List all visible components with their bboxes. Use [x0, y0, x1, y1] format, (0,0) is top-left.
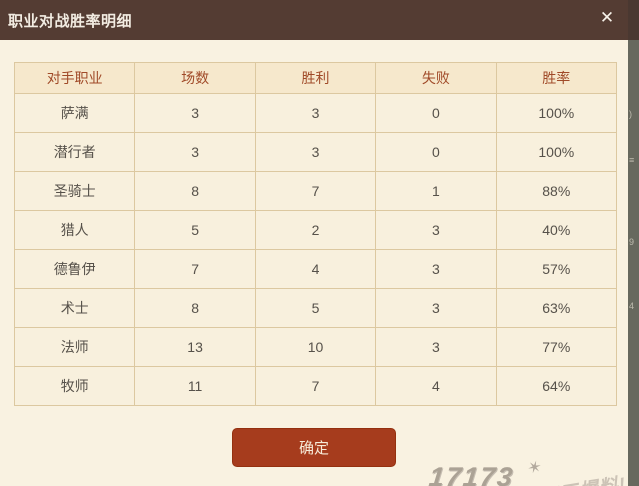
column-header-losses: 失败	[375, 62, 497, 94]
column-header-winrate: 胜率	[495, 62, 618, 94]
cell-games: 8	[134, 171, 256, 211]
cell-winrate: 100%	[495, 93, 618, 133]
cell-wins: 3	[254, 93, 377, 133]
dialog-footer: 确定	[0, 428, 628, 467]
table-row: 萨满 3 3 0 100%	[13, 93, 618, 133]
column-header-opponent-class: 对手职业	[13, 62, 136, 94]
cell-opponent-class: 萨满	[13, 93, 136, 133]
background-strip: ) ≡ 9 4	[628, 40, 639, 486]
background-fragment: ≡	[629, 155, 635, 165]
cell-wins: 7	[254, 171, 377, 211]
table-row: 术士 8 5 3 63%	[13, 288, 618, 328]
cell-losses: 4	[375, 366, 497, 406]
cell-losses: 3	[375, 288, 497, 328]
cell-opponent-class: 猎人	[13, 210, 136, 250]
cell-losses: 3	[375, 210, 497, 250]
cell-winrate: 77%	[495, 327, 618, 367]
table-row: 德鲁伊 7 4 3 57%	[13, 249, 618, 289]
column-header-games: 场数	[134, 62, 256, 94]
cell-games: 5	[134, 210, 256, 250]
cell-losses: 0	[375, 132, 497, 172]
cell-losses: 0	[375, 93, 497, 133]
cell-wins: 4	[254, 249, 377, 289]
cell-opponent-class: 潜行者	[13, 132, 136, 172]
table-row: 法师 13 10 3 77%	[13, 327, 618, 367]
cell-wins: 2	[254, 210, 377, 250]
table-row: 猎人 5 2 3 40%	[13, 210, 618, 250]
confirm-button[interactable]: 确定	[232, 428, 396, 467]
winrate-table: 对手职业 场数 胜利 失败 胜率 萨满 3 3 0 100% 潜行者 3 3 0…	[13, 62, 618, 406]
cell-games: 3	[134, 132, 256, 172]
cell-winrate: 63%	[495, 288, 618, 328]
cell-opponent-class: 术士	[13, 288, 136, 328]
dialog-title: 职业对战胜率明细	[8, 12, 133, 30]
cell-games: 11	[134, 366, 256, 406]
background-fragment: )	[629, 109, 632, 119]
cell-losses: 3	[375, 327, 497, 367]
column-header-wins: 胜利	[254, 62, 377, 94]
cell-winrate: 64%	[495, 366, 618, 406]
cell-opponent-class: 法师	[13, 327, 136, 367]
cell-winrate: 88%	[495, 171, 618, 211]
table-header-row: 对手职业 场数 胜利 失败 胜率	[13, 62, 618, 94]
background-fragment: 4	[629, 301, 635, 311]
background-strip-top	[628, 0, 639, 40]
cell-opponent-class: 圣骑士	[13, 171, 136, 211]
cell-opponent-class: 牧师	[13, 366, 136, 406]
cell-winrate: 100%	[495, 132, 618, 172]
close-icon[interactable]: ✕	[599, 8, 615, 27]
cell-games: 13	[134, 327, 256, 367]
dialog-titlebar: 职业对战胜率明细	[0, 0, 639, 40]
cell-losses: 1	[375, 171, 497, 211]
cell-games: 3	[134, 93, 256, 133]
cell-games: 7	[134, 249, 256, 289]
watermark-slogan: 天天爆料!	[537, 469, 628, 486]
cell-wins: 10	[254, 327, 377, 367]
cell-winrate: 57%	[495, 249, 618, 289]
table-row: 圣骑士 8 7 1 88%	[13, 171, 618, 211]
cell-games: 8	[134, 288, 256, 328]
cell-wins: 5	[254, 288, 377, 328]
cell-winrate: 40%	[495, 210, 618, 250]
background-fragment: 9	[629, 237, 635, 247]
cell-opponent-class: 德鲁伊	[13, 249, 136, 289]
table-row: 潜行者 3 3 0 100%	[13, 132, 618, 172]
cell-losses: 3	[375, 249, 497, 289]
cell-wins: 7	[254, 366, 377, 406]
dialog-body: 对手职业 场数 胜利 失败 胜率 萨满 3 3 0 100% 潜行者 3 3 0…	[0, 40, 628, 486]
table-row: 牧师 11 7 4 64%	[13, 366, 618, 406]
cell-wins: 3	[254, 132, 377, 172]
